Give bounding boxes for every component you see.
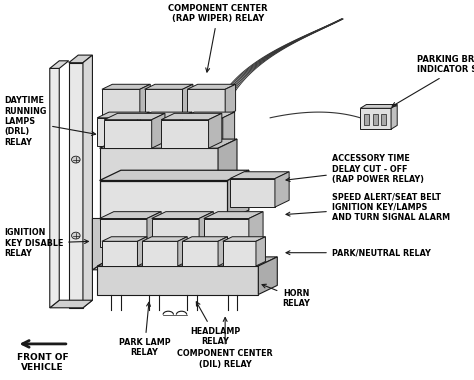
Text: FRONT OF
VEHICLE: FRONT OF VEHICLE — [17, 353, 68, 372]
Polygon shape — [204, 212, 263, 218]
Polygon shape — [218, 139, 237, 180]
Polygon shape — [142, 241, 178, 266]
Polygon shape — [83, 55, 92, 308]
Text: PARK LAMP
RELAY: PARK LAMP RELAY — [119, 302, 170, 358]
Polygon shape — [97, 257, 277, 266]
Polygon shape — [230, 172, 289, 179]
Polygon shape — [391, 105, 397, 129]
Polygon shape — [152, 113, 165, 148]
Polygon shape — [145, 89, 182, 116]
Polygon shape — [182, 84, 193, 116]
Polygon shape — [182, 237, 228, 241]
Polygon shape — [100, 148, 218, 180]
Text: COMPONENT CENTER
(RAP WIPER) RELAY: COMPONENT CENTER (RAP WIPER) RELAY — [168, 3, 268, 72]
Bar — [373, 114, 378, 125]
Polygon shape — [97, 266, 258, 294]
Polygon shape — [180, 112, 192, 146]
Text: ACCESSORY TIME
DELAY CUT - OFF
(RAP POWER RELAY): ACCESSORY TIME DELAY CUT - OFF (RAP POWE… — [286, 154, 424, 184]
Polygon shape — [104, 120, 152, 148]
Circle shape — [72, 156, 80, 163]
Polygon shape — [97, 112, 149, 118]
Polygon shape — [92, 260, 242, 270]
Polygon shape — [218, 237, 228, 266]
Polygon shape — [102, 89, 140, 116]
Polygon shape — [199, 212, 213, 247]
Text: PARK/NEUTRAL RELAY: PARK/NEUTRAL RELAY — [286, 248, 431, 257]
Text: SPEED ALERT/SEAT BELT
IGNITION KEY/LAMPS
AND TURN SIGNAL ALARM: SPEED ALERT/SEAT BELT IGNITION KEY/LAMPS… — [286, 192, 450, 222]
Polygon shape — [161, 113, 222, 120]
Polygon shape — [147, 212, 161, 247]
Polygon shape — [104, 113, 165, 120]
Polygon shape — [140, 112, 192, 118]
Polygon shape — [69, 63, 83, 308]
Polygon shape — [182, 118, 223, 146]
Polygon shape — [100, 212, 161, 218]
Polygon shape — [102, 237, 147, 241]
Polygon shape — [228, 170, 249, 220]
Polygon shape — [100, 139, 237, 148]
Polygon shape — [102, 241, 137, 266]
Polygon shape — [225, 84, 236, 116]
Polygon shape — [187, 84, 236, 89]
Polygon shape — [187, 89, 225, 116]
Text: HEADLAMP
RELAY: HEADLAMP RELAY — [191, 302, 241, 346]
Polygon shape — [100, 180, 228, 220]
Polygon shape — [97, 118, 137, 146]
Polygon shape — [223, 112, 235, 146]
Polygon shape — [137, 112, 149, 146]
Polygon shape — [152, 218, 199, 247]
Circle shape — [72, 232, 80, 239]
Bar — [364, 114, 369, 125]
Polygon shape — [152, 212, 213, 218]
Bar — [381, 114, 386, 125]
Polygon shape — [204, 218, 249, 247]
Polygon shape — [102, 84, 150, 89]
Polygon shape — [182, 112, 235, 118]
Text: DAYTIME
RUNNING
LAMPS
(DRL)
RELAY: DAYTIME RUNNING LAMPS (DRL) RELAY — [5, 96, 96, 147]
Polygon shape — [223, 237, 265, 241]
Polygon shape — [137, 237, 147, 266]
Polygon shape — [50, 68, 59, 308]
Polygon shape — [100, 218, 147, 247]
Polygon shape — [92, 218, 107, 270]
Polygon shape — [360, 108, 391, 129]
Polygon shape — [142, 237, 187, 241]
Polygon shape — [209, 113, 222, 148]
Text: COMPONENT CENTER
(DIL) RELAY: COMPONENT CENTER (DIL) RELAY — [177, 318, 273, 369]
Polygon shape — [360, 105, 397, 108]
Polygon shape — [182, 241, 218, 266]
Text: IGNITION
KEY DISABLE
RELAY: IGNITION KEY DISABLE RELAY — [5, 228, 89, 258]
Polygon shape — [50, 300, 92, 308]
Text: PARKING BRAKE
INDICATOR SWITCH: PARKING BRAKE INDICATOR SWITCH — [392, 55, 474, 106]
Polygon shape — [50, 61, 69, 68]
Polygon shape — [230, 179, 275, 207]
Polygon shape — [178, 237, 187, 266]
Polygon shape — [69, 55, 92, 63]
Polygon shape — [145, 84, 193, 89]
Polygon shape — [249, 212, 263, 247]
Polygon shape — [140, 84, 150, 116]
Polygon shape — [275, 172, 289, 207]
Polygon shape — [223, 241, 256, 266]
Polygon shape — [100, 170, 249, 180]
Polygon shape — [161, 120, 209, 148]
Polygon shape — [256, 237, 265, 266]
Polygon shape — [258, 257, 277, 294]
Text: HORN
RELAY: HORN RELAY — [262, 284, 310, 308]
Polygon shape — [140, 118, 180, 146]
